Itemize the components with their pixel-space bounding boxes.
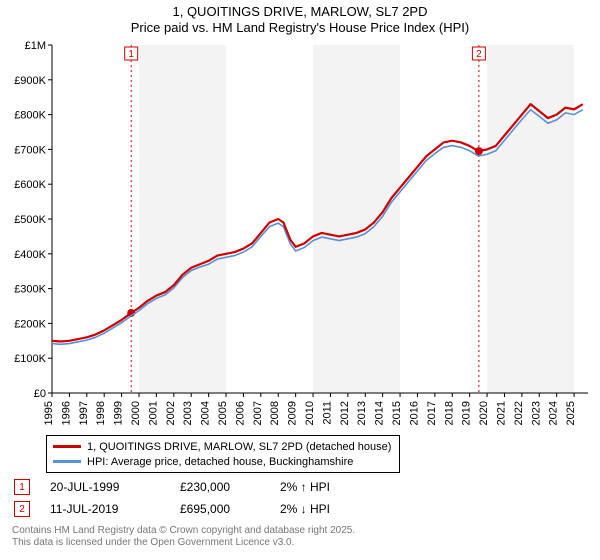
svg-text:£600K: £600K [14,179,46,191]
svg-text:£900K: £900K [14,75,46,87]
svg-text:2011: 2011 [321,401,333,425]
svg-text:2: 2 [476,49,482,60]
svg-text:2008: 2008 [269,401,281,425]
footer: Contains HM Land Registry data © Crown c… [12,525,594,549]
svg-text:1997: 1997 [78,401,90,425]
legend-swatch [53,445,81,448]
svg-text:£500K: £500K [14,214,46,226]
event-row: 2 11-JUL-2019 £695,000 2% ↓ HPI [14,499,594,519]
event-date: 20-JUL-1999 [50,480,160,494]
svg-text:£1M: £1M [25,40,46,52]
chart-title: 1, QUOITINGS DRIVE, MARLOW, SL7 2PD Pric… [6,4,594,35]
legend-row: 1, QUOITINGS DRIVE, MARLOW, SL7 2PD (det… [53,439,393,454]
title-line2: Price paid vs. HM Land Registry's House … [6,20,594,36]
svg-text:2005: 2005 [217,401,229,425]
event-delta: 2% ↓ HPI [280,502,360,516]
svg-text:2023: 2023 [530,401,542,425]
chart-area: £0 £100K £200K £300K £400K £500K £600K £700K £80… [6,39,594,429]
event-delta: 2% ↑ HPI [280,480,360,494]
svg-text:2016: 2016 [408,401,420,425]
svg-text:2018: 2018 [443,401,455,425]
svg-text:2009: 2009 [287,401,299,425]
svg-text:1996: 1996 [60,401,72,425]
event-date: 11-JUL-2019 [50,502,160,516]
event-price: £695,000 [180,502,260,516]
svg-text:2013: 2013 [356,401,368,425]
svg-text:1: 1 [128,49,134,60]
legend: 1, QUOITINGS DRIVE, MARLOW, SL7 2PD (det… [46,435,400,473]
svg-text:2003: 2003 [182,401,194,425]
svg-text:2021: 2021 [495,401,507,425]
svg-text:2024: 2024 [548,401,560,425]
svg-text:1998: 1998 [95,401,107,425]
title-line1: 1, QUOITINGS DRIVE, MARLOW, SL7 2PD [6,4,594,20]
svg-text:1999: 1999 [113,401,125,425]
legend-row: HPI: Average price, detached house, Buck… [53,454,393,469]
svg-text:£800K: £800K [14,110,46,122]
footer-line: Contains HM Land Registry data © Crown c… [12,525,594,537]
svg-text:2022: 2022 [513,401,525,425]
svg-text:2007: 2007 [252,401,264,425]
svg-text:2004: 2004 [200,401,212,425]
svg-text:1995: 1995 [43,401,55,425]
legend-swatch [53,460,81,463]
line-chart: £0 £100K £200K £300K £400K £500K £600K £700K £80… [6,39,594,429]
svg-text:2017: 2017 [426,401,438,425]
svg-text:£300K: £300K [14,284,46,296]
event-price: £230,000 [180,480,260,494]
svg-text:2002: 2002 [165,401,177,425]
svg-text:2020: 2020 [478,401,490,425]
svg-text:£100K: £100K [14,353,46,365]
svg-text:£200K: £200K [14,319,46,331]
svg-text:2014: 2014 [374,401,386,425]
svg-text:£700K: £700K [14,145,46,157]
svg-text:2025: 2025 [565,401,577,425]
svg-text:2006: 2006 [234,401,246,425]
legend-label: 1, QUOITINGS DRIVE, MARLOW, SL7 2PD (det… [87,441,391,453]
svg-text:2001: 2001 [147,401,159,425]
svg-text:2015: 2015 [391,401,403,425]
svg-text:2010: 2010 [304,401,316,425]
svg-text:2012: 2012 [339,401,351,425]
event-table: 1 20-JUL-1999 £230,000 2% ↑ HPI 2 11-JUL… [14,477,594,519]
event-marker: 2 [14,501,30,517]
footer-line: This data is licensed under the Open Gov… [12,537,594,549]
event-row: 1 20-JUL-1999 £230,000 2% ↑ HPI [14,477,594,497]
legend-label: HPI: Average price, detached house, Buck… [87,456,353,468]
svg-text:2000: 2000 [130,401,142,425]
svg-text:2019: 2019 [461,401,473,425]
svg-text:£400K: £400K [14,249,46,261]
event-marker: 1 [14,479,30,495]
svg-text:£0: £0 [34,388,46,400]
